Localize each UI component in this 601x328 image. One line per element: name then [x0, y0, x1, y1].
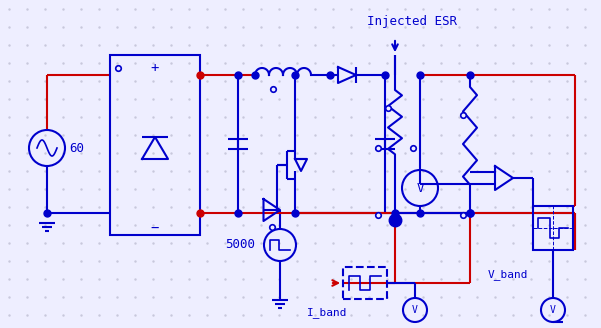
Text: 5000: 5000 [225, 238, 255, 252]
Bar [533, 206, 573, 250]
Text: −: − [151, 221, 159, 235]
Text: V: V [412, 305, 418, 315]
Text: V: V [550, 305, 556, 315]
Text: V: V [416, 181, 424, 195]
Text: Injected ESR: Injected ESR [367, 15, 457, 29]
Bar [110, 55, 200, 235]
Text: 60: 60 [69, 141, 84, 154]
Text: I_band: I_band [307, 308, 347, 318]
Bar [343, 267, 387, 299]
Text: V_band: V_band [488, 270, 528, 280]
Text: +: + [151, 61, 159, 75]
